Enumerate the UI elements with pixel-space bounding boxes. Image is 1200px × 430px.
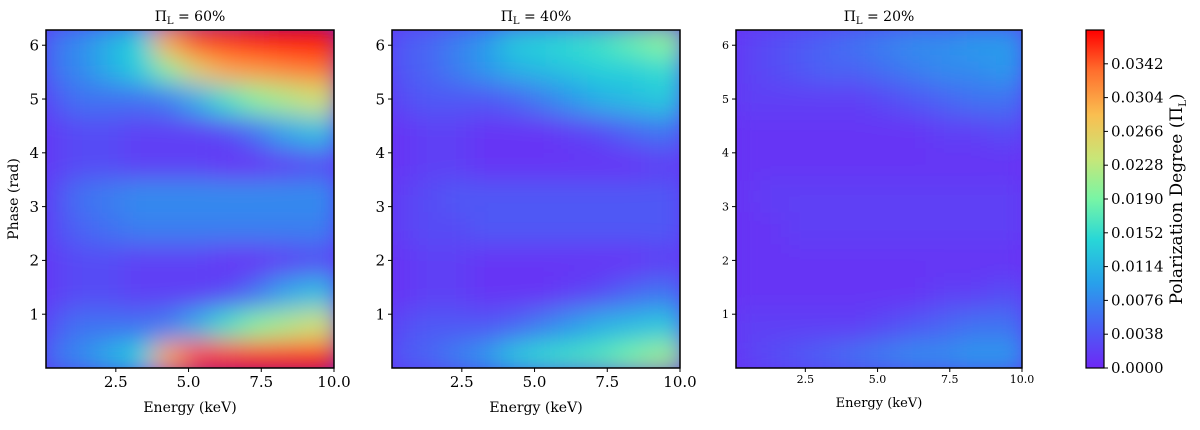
x-tick-label: 5.0 [869, 373, 887, 386]
colorbar-tick-label: 0.0304 [1111, 89, 1164, 107]
y-tick-label: 2 [375, 252, 385, 270]
y-tick-label: 4 [375, 144, 385, 162]
y-tick-label: 3 [375, 198, 385, 216]
heatmap-cell [987, 30, 1022, 57]
y-tick-label: 5 [375, 90, 385, 108]
x-tick-label: 2.5 [450, 373, 474, 391]
colorbar-gradient [1085, 29, 1105, 369]
panel-3: ΠL = 20% 2.5 5.0 7.5 10.0 1 2 3 4 5 6 Energy (keV… [722, 9, 1034, 411]
x-tick-label: 2.5 [797, 373, 815, 386]
y-tick-label: 6 [29, 36, 39, 54]
y-tick-label: 4 [29, 144, 39, 162]
colorbar-tick-label: 0.0038 [1111, 325, 1164, 343]
x-tick-label: 5.0 [177, 373, 201, 391]
plot-frame-3 [735, 29, 1023, 369]
x-tick-label: 5.0 [523, 373, 547, 391]
x-tick-label: 7.5 [249, 373, 273, 391]
colorbar-tick-label: 0.0228 [1111, 156, 1164, 174]
y-tick-label: 6 [375, 36, 385, 54]
panel-title-1: ΠL = 60% [155, 9, 226, 27]
x-axis-label-1: Energy (keV) [143, 400, 236, 416]
panel-title-2: ΠL = 40% [501, 9, 572, 27]
heatmap-cell [298, 30, 334, 57]
colorbar-tick-label: 0.0152 [1111, 224, 1164, 242]
panel-1: ΠL = 60% 2.5 5.0 7.5 10.0 1 2 3 4 5 6 Energy (keV… [6, 9, 351, 416]
y-tick-label: 1 [375, 305, 385, 323]
colorbar-tick-label: 0.0342 [1111, 55, 1164, 73]
colorbar-label: Polarization Degree (ΠL) [1167, 93, 1189, 304]
x-tick-label: 10.0 [663, 373, 696, 391]
y-tick-label: 2 [722, 254, 729, 267]
x-tick-label: 7.5 [941, 373, 959, 386]
y-tick-label: 6 [722, 39, 729, 52]
y-axis-label: Phase (rad) [6, 158, 22, 240]
y-tick-label: 5 [722, 93, 729, 106]
y-tick-label: 3 [722, 200, 729, 213]
y-tick-label: 4 [722, 147, 729, 160]
colorbar: 0.0000 0.0038 0.0076 0.0114 0.0152 0.0190 0.02… [1085, 29, 1189, 377]
x-axis-label-2: Energy (keV) [489, 400, 582, 416]
panel-2: ΠL = 40% 2.5 5.0 7.5 10.0 1 2 3 4 5 6 Energy (keV… [375, 9, 696, 416]
heatmap-cell [644, 30, 680, 57]
colorbar-tick-label: 0.0190 [1111, 190, 1164, 208]
x-tick-label: 10.0 [1010, 373, 1035, 386]
heatmap-cells-3 [736, 30, 1022, 368]
colorbar-tick-label: 0.0266 [1111, 122, 1164, 140]
panel-title-3: ΠL = 20% [844, 9, 915, 27]
plot-frame-1 [45, 29, 335, 369]
colorbar-tick-label: 0.0000 [1111, 359, 1164, 377]
colorbar-tick-label: 0.0076 [1111, 291, 1164, 309]
plot-frame-2 [391, 29, 681, 369]
x-tick-label: 2.5 [104, 373, 128, 391]
y-tick-label: 5 [29, 90, 39, 108]
heatmap-cells-1 [46, 30, 334, 368]
y-tick-label: 2 [29, 252, 39, 270]
x-tick-label: 10.0 [317, 373, 350, 391]
y-tick-label: 1 [722, 308, 729, 321]
x-axis-label-3: Energy (keV) [836, 396, 923, 411]
x-tick-label: 7.5 [595, 373, 619, 391]
y-tick-label: 1 [29, 305, 39, 323]
colorbar-tick-label: 0.0114 [1111, 258, 1164, 276]
heatmap-cells-2 [392, 30, 680, 368]
y-tick-label: 3 [29, 198, 39, 216]
